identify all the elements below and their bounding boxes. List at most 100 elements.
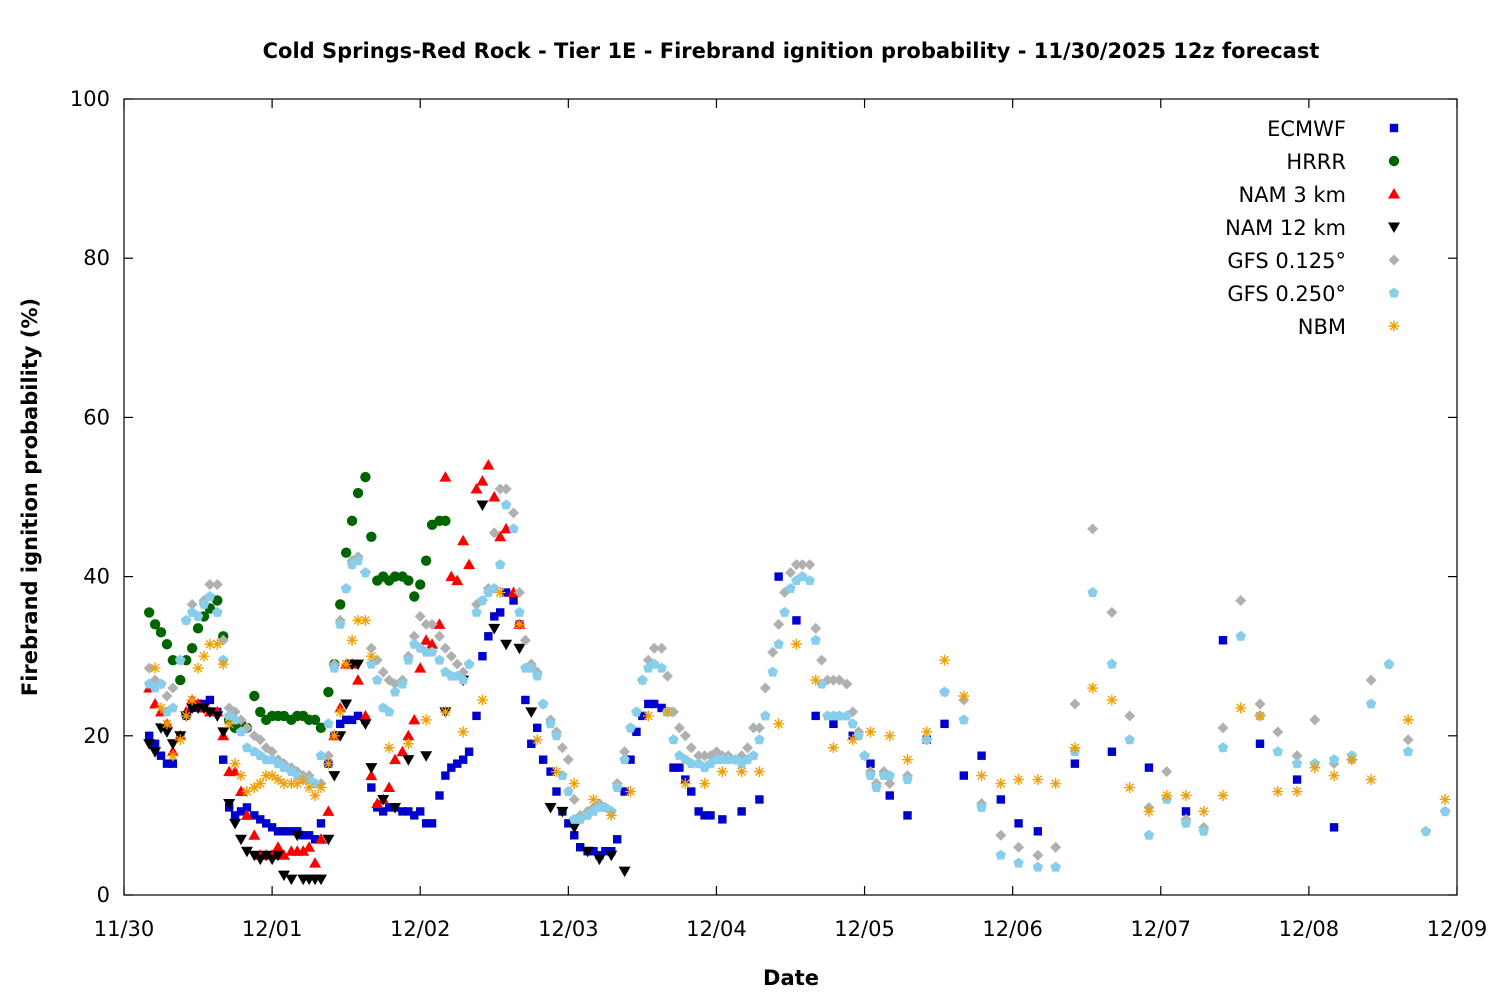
- data-point: [501, 588, 511, 597]
- data-point: [767, 646, 779, 658]
- data-point: [167, 682, 179, 694]
- data-point: [310, 835, 320, 844]
- data-point: [453, 759, 462, 768]
- data-point: [605, 809, 617, 821]
- data-point: [489, 583, 500, 593]
- data-point: [619, 754, 630, 765]
- x-tick-label: 12/06: [982, 917, 1043, 941]
- data-point: [1033, 827, 1043, 836]
- data-point: [500, 639, 513, 651]
- data-point: [241, 742, 253, 753]
- data-point: [398, 807, 407, 816]
- data-point: [161, 718, 173, 730]
- data-point: [203, 707, 216, 718]
- data-point: [637, 674, 648, 685]
- data-point: [532, 670, 543, 681]
- data-point: [161, 690, 173, 702]
- data-point: [329, 662, 340, 673]
- x-tick-label: 12/03: [538, 917, 599, 941]
- data-point: [958, 714, 970, 725]
- data-point: [404, 807, 413, 816]
- data-point: [995, 829, 1007, 841]
- legend-label: NBM: [1298, 315, 1346, 339]
- data-point: [360, 471, 371, 483]
- data-point: [864, 726, 876, 738]
- data-point: [859, 750, 870, 761]
- data-point: [865, 770, 876, 781]
- data-point: [827, 742, 839, 754]
- data-point: [180, 710, 192, 722]
- data-point: [581, 846, 594, 858]
- data-point: [322, 758, 334, 770]
- data-point: [1254, 698, 1266, 710]
- data-point: [833, 674, 845, 686]
- data-point: [753, 722, 765, 734]
- data-point: [939, 654, 951, 666]
- data-point: [303, 782, 315, 794]
- data-point: [811, 711, 820, 721]
- data-point: [1383, 658, 1395, 669]
- data-point: [309, 714, 321, 726]
- data-point: [718, 815, 727, 824]
- series-nbm: [149, 587, 1451, 821]
- data-point: [1309, 762, 1321, 774]
- data-point: [648, 642, 660, 654]
- data-point: [266, 854, 279, 866]
- data-point: [408, 713, 421, 725]
- data-point: [198, 598, 210, 609]
- data-point: [644, 699, 653, 709]
- data-point: [285, 874, 298, 886]
- data-point: [568, 822, 581, 834]
- data-point: [1198, 825, 1209, 836]
- data-point: [335, 618, 346, 629]
- data-point: [447, 763, 456, 772]
- data-point: [186, 643, 198, 654]
- data-point: [1255, 739, 1265, 748]
- data-point: [279, 827, 289, 836]
- data-point: [562, 754, 574, 766]
- data-point: [1254, 710, 1266, 722]
- data-point: [841, 710, 853, 721]
- data-point: [471, 606, 482, 617]
- data-point: [272, 774, 284, 786]
- data-point: [420, 634, 433, 645]
- data-point: [1365, 698, 1377, 709]
- data-point: [359, 719, 372, 730]
- data-point: [588, 793, 600, 805]
- data-point: [804, 559, 816, 571]
- data-point: [192, 623, 204, 634]
- data-point: [433, 630, 445, 642]
- data-point: [513, 587, 525, 599]
- y-tick-label: 0: [97, 883, 110, 907]
- legend-marker: [1389, 123, 1399, 133]
- data-point: [254, 854, 267, 866]
- data-point: [403, 654, 414, 665]
- data-point: [589, 847, 598, 856]
- data-point: [657, 703, 666, 713]
- data-point: [570, 831, 579, 840]
- data-point: [656, 662, 667, 673]
- data-point: [706, 811, 715, 820]
- data-point: [367, 783, 376, 792]
- data-point: [940, 719, 949, 729]
- data-point: [847, 718, 858, 729]
- data-point: [1235, 702, 1247, 714]
- data-point: [328, 771, 341, 782]
- data-point: [556, 806, 569, 818]
- data-point: [439, 471, 452, 482]
- data-point: [240, 846, 253, 858]
- data-point: [219, 755, 228, 764]
- data-point: [785, 567, 796, 579]
- data-point: [186, 694, 198, 706]
- data-point: [229, 758, 241, 770]
- x-axis-label: Date: [763, 966, 819, 990]
- data-point: [266, 770, 278, 782]
- data-point: [500, 483, 512, 495]
- data-point: [322, 834, 335, 846]
- series-ecmwf: [144, 572, 1339, 860]
- data-point: [1144, 763, 1154, 772]
- data-point: [334, 706, 346, 718]
- plot-area: [143, 459, 1451, 886]
- data-point: [352, 555, 364, 566]
- data-point: [508, 507, 520, 519]
